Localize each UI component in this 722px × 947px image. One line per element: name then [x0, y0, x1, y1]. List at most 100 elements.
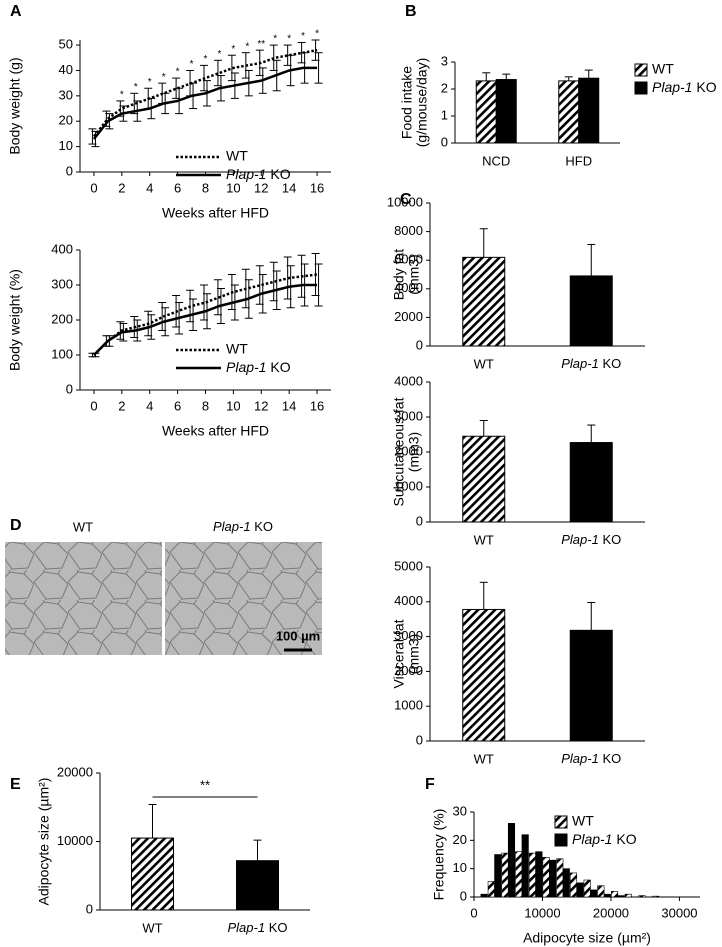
bar — [549, 859, 557, 898]
legend-label: Plap-1 KO — [226, 166, 291, 182]
panel-letter: D — [10, 517, 22, 534]
significance-label: * — [176, 67, 180, 78]
x-tick-label: 14 — [282, 398, 296, 413]
y-tick-label: 10 — [59, 138, 73, 153]
y-tick-label: 2000 — [394, 309, 423, 324]
x-tick-label: 10 — [226, 180, 240, 195]
y-axis-label: (mm3) — [406, 254, 422, 294]
bar — [611, 891, 619, 898]
bar — [652, 895, 660, 898]
bar — [475, 80, 497, 144]
y-axis-label: Adipocyte size (µm²) — [36, 778, 52, 906]
image-label: Plap-1 KO — [213, 519, 273, 534]
panel-letter: F — [425, 776, 435, 793]
y-tick-label: 10000 — [387, 194, 423, 209]
x-tick-label: 8 — [202, 398, 209, 413]
y-axis-label: Frequency (%) — [431, 809, 447, 901]
significance-label: * — [301, 31, 305, 42]
line — [92, 66, 318, 140]
bar — [569, 442, 613, 523]
y-tick-label: 0 — [460, 888, 467, 903]
x-tick-label: 20000 — [593, 905, 629, 920]
x-tick-label: 12 — [254, 180, 268, 195]
y-tick-label: 20000 — [57, 764, 93, 779]
x-tick-label: WT — [142, 920, 162, 935]
x-tick-label: NCD — [482, 153, 510, 168]
x-tick-label: 10000 — [524, 905, 560, 920]
significance-label: * — [204, 54, 208, 65]
x-tick-label: 16 — [310, 180, 324, 195]
y-tick-label: 10 — [453, 860, 467, 875]
micrograph-image — [5, 542, 162, 655]
legend-label: WT — [572, 813, 594, 829]
x-tick-label: 16 — [310, 398, 324, 413]
legend-label: WT — [652, 61, 674, 77]
micrograph-panel: D WT Plap-1 KO 100 µm — [5, 517, 322, 655]
bar — [487, 881, 495, 898]
bar — [131, 837, 174, 911]
bar — [569, 629, 613, 742]
x-tick-label: HFD — [565, 153, 592, 168]
bar — [583, 879, 591, 898]
legend-label: WT — [226, 341, 248, 357]
y-tick-label: 4000 — [394, 593, 423, 608]
x-axis-label: Adipocyte size (µm²) — [523, 930, 651, 946]
y-axis-label: Body weight (g) — [7, 57, 23, 154]
y-tick-label: 400 — [51, 241, 73, 256]
y-tick-label: 0 — [86, 901, 93, 916]
bar — [556, 858, 564, 898]
significance-label: * — [134, 82, 138, 93]
significance-label: * — [287, 34, 291, 45]
y-tick-label: 1000 — [394, 698, 423, 713]
y-tick-label: 0 — [416, 513, 423, 528]
x-axis-label: Weeks after HFD — [162, 205, 269, 221]
x-tick-label: 0 — [90, 180, 97, 195]
significance-label: * — [120, 90, 124, 101]
bar — [494, 854, 502, 898]
bar — [597, 885, 605, 898]
y-tick-label: 2000 — [394, 443, 423, 458]
significance-label: * — [315, 29, 319, 40]
y-tick-label: 3 — [441, 53, 448, 68]
y-axis-label: Food intake — [399, 66, 415, 139]
x-tick-label: 0 — [470, 905, 477, 920]
panel-letter: E — [10, 776, 21, 793]
y-axis-label: Body fat — [391, 249, 407, 300]
x-axis-label: Weeks after HFD — [162, 423, 269, 439]
x-tick-label: 14 — [282, 180, 296, 195]
y-axis-label: Subcutaneous fat — [391, 397, 407, 506]
y-tick-label: 0 — [441, 134, 448, 149]
legend-label: Plap-1 KO — [226, 359, 291, 375]
x-tick-label: 12 — [254, 398, 268, 413]
scale-bar-label: 100 µm — [276, 628, 320, 643]
y-tick-label: 40 — [59, 62, 73, 77]
x-tick-label: 30000 — [661, 905, 697, 920]
line — [92, 48, 318, 138]
significance-label: ** — [200, 777, 210, 792]
bar — [576, 882, 584, 898]
y-tick-label: 1000 — [394, 478, 423, 493]
bar — [578, 77, 600, 144]
y-axis-label: (g/mouse/day) — [414, 58, 430, 147]
bar — [507, 823, 516, 898]
x-tick-label: 6 — [174, 180, 181, 195]
significance-label: * — [190, 59, 194, 70]
y-tick-label: 2 — [441, 80, 448, 95]
significance-label: * — [245, 41, 249, 52]
panel-letter: A — [10, 3, 22, 20]
y-tick-label: 10000 — [57, 833, 93, 848]
bar — [569, 872, 578, 898]
x-tick-label: WT — [474, 751, 494, 766]
bar — [569, 275, 613, 347]
bar — [535, 851, 543, 898]
y-tick-label: 0 — [416, 337, 423, 352]
y-tick-label: 3000 — [394, 628, 423, 643]
y-tick-label: 0 — [416, 732, 423, 747]
line — [93, 283, 318, 356]
legend-label: Plap-1 KO — [652, 79, 717, 95]
bar — [501, 852, 509, 898]
x-tick-label: Plap-1 KO — [561, 356, 621, 371]
bar — [542, 857, 550, 898]
line — [93, 273, 318, 356]
